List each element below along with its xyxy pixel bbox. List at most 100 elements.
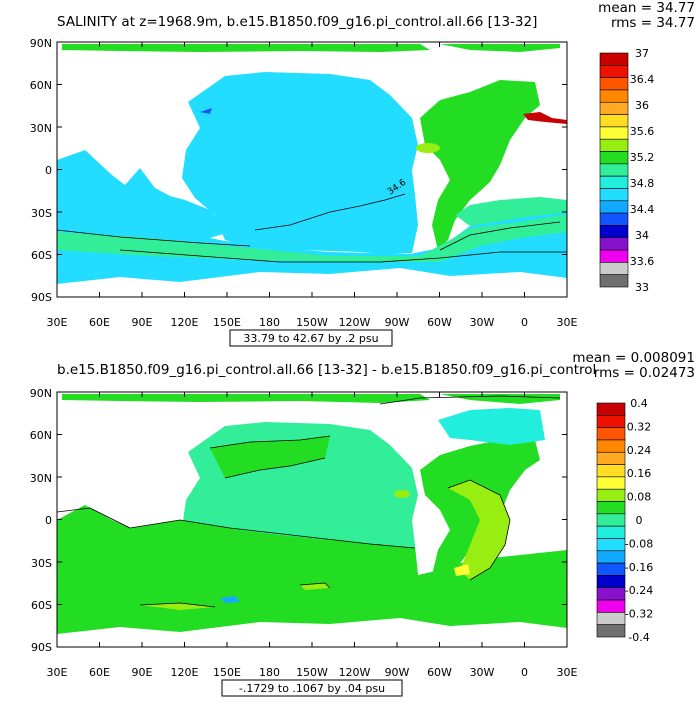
colorbar-swatch — [596, 599, 626, 613]
colorbar-swatch — [599, 175, 629, 189]
top-arctic — [62, 44, 430, 52]
colorbar-swatch — [596, 488, 626, 502]
bottom-xlabel: 180 — [259, 666, 280, 679]
colorbar-swatch — [596, 550, 626, 564]
colorbar-swatch — [596, 575, 626, 589]
colorbar-swatch — [599, 262, 629, 275]
top-xlabel: 60E — [89, 316, 110, 329]
bottom-xlabel: 120E — [171, 666, 199, 679]
bottom-ylabel: 30N — [30, 472, 52, 485]
colorbar-label: 35.6 — [630, 125, 655, 138]
top-indian — [57, 150, 230, 238]
top-range-box: 33.79 to 42.67 by .2 psu — [229, 329, 393, 347]
bottom-ylabel: 30S — [31, 557, 52, 570]
bottom-ylabel: 60N — [30, 429, 52, 442]
bottom-xlabel: 150E — [213, 666, 241, 679]
bottom-ylabel: 90S — [31, 641, 52, 654]
top-ylabel: 0 — [45, 164, 52, 177]
top-ticks — [56, 41, 568, 298]
bottom-xlabel: 0 — [521, 666, 528, 679]
colorbar-label: 0.08 — [627, 491, 652, 504]
top-panel: SALINITY at z=1968.9m, b.e15.B1850.f09_g… — [30, 0, 695, 347]
bottom-xlabel: 30W — [470, 666, 495, 679]
colorbar-label: 36 — [635, 99, 649, 112]
colorbar-label: 36.4 — [630, 73, 655, 86]
colorbar-swatch — [599, 200, 629, 214]
colorbar-swatch — [596, 439, 626, 453]
colorbar-swatch — [599, 52, 629, 66]
colorbar-swatch — [599, 212, 629, 226]
colorbar-swatch — [596, 525, 626, 539]
colorbar-swatch — [596, 538, 626, 552]
bottom-rms-label: rms = 0.02473 — [594, 365, 695, 381]
bottom-mean-label: mean = 0.008091 — [572, 350, 695, 366]
colorbar-label: 0.4 — [630, 397, 648, 410]
colorbar-swatch — [599, 274, 629, 288]
top-xlabel: 30E — [557, 316, 578, 329]
top-ylabel: 60N — [30, 79, 52, 92]
colorbar-swatch — [596, 464, 626, 478]
colorbar-label: 33.6 — [630, 255, 655, 268]
top-xlabel: 150W — [296, 316, 328, 329]
colorbar-swatch — [596, 476, 626, 490]
colorbar-swatch — [599, 101, 629, 115]
colorbar-swatch — [599, 163, 629, 177]
bottom-xlabel: 150W — [296, 666, 328, 679]
colorbar-label: -0.08 — [625, 537, 653, 550]
colorbar-label: 0.16 — [627, 467, 652, 480]
bottom-xlabel: 30E — [47, 666, 68, 679]
colorbar-label: 37 — [635, 47, 649, 60]
top-antarctica — [57, 268, 567, 297]
bottom-colorbar: 0.4 0.32 0.24 0.16 0.08 0 -0.08 -0.16 -0.24 -0.32… — [596, 397, 653, 644]
bottom-xlabels: 30E 60E 90E 120E 150E 180 150W 120W 90W … — [47, 666, 578, 679]
top-title: SALINITY at z=1968.9m, b.e15.B1850.f09_g… — [57, 14, 537, 30]
top-rms-label: rms = 34.77 — [611, 15, 695, 31]
top-atlantic — [420, 80, 540, 250]
bottom-ylabel: 60S — [31, 599, 52, 612]
top-xlabel: 0 — [521, 316, 528, 329]
top-xlabel: 150E — [213, 316, 241, 329]
top-xlabel: 180 — [259, 316, 280, 329]
colorbar-label: -0.24 — [625, 584, 653, 597]
bottom-xlabel: 60W — [427, 666, 452, 679]
bottom-xlabel: 120W — [339, 666, 371, 679]
colorbar-swatch — [596, 427, 626, 441]
colorbar-swatch — [599, 114, 629, 128]
top-xlabel: 120W — [339, 316, 371, 329]
colorbar-swatch — [596, 402, 626, 416]
bottom-panel: b.e15.B1850.f09_g16.pi_control.all.66 [1… — [30, 350, 695, 697]
colorbar-swatch — [596, 612, 626, 625]
top-xlabel: 30E — [47, 316, 68, 329]
bottom-ticks — [56, 391, 568, 648]
colorbar-label: -0.4 — [628, 631, 649, 644]
bottom-xlabel: 90E — [132, 666, 153, 679]
colorbar-swatch — [596, 451, 626, 465]
bottom-title: b.e15.B1850.f09_g16.pi_control.all.66 [1… — [57, 362, 596, 378]
colorbar-swatch — [596, 501, 626, 515]
colorbar-swatch — [599, 89, 629, 103]
colorbar-label: 34 — [635, 229, 649, 242]
colorbar-label: 0.32 — [627, 420, 652, 433]
colorbar-swatch — [599, 188, 629, 202]
colorbar-label: 34.8 — [630, 177, 655, 190]
colorbar-swatch — [599, 65, 629, 78]
bottom-xlabel: 90W — [385, 666, 410, 679]
top-mean-label: mean = 34.77 — [598, 0, 695, 16]
colorbar-label: -0.32 — [625, 608, 653, 621]
colorbar-swatch — [596, 415, 626, 428]
top-map: 34.6 — [56, 41, 568, 298]
bottom-map — [56, 391, 568, 648]
colorbar-label: 34.4 — [630, 203, 655, 216]
bottom-range-box: -.1729 to .1067 by .04 psu — [221, 679, 403, 697]
colorbar-swatch — [596, 513, 626, 527]
colorbar-swatch — [596, 624, 626, 638]
top-ylabel: 90N — [30, 37, 52, 50]
bottom-xlabel: 60E — [89, 666, 110, 679]
bottom-ylabel: 90N — [30, 387, 52, 400]
top-colorbar: 37 36.4 36 35.6 35.2 34.8 34.4 34 33.6 33 — [599, 47, 655, 294]
colorbar-swatch — [599, 151, 629, 165]
bottom-xlabel: 30E — [557, 666, 578, 679]
colorbar-label: 33 — [635, 281, 649, 294]
top-xlabel: 90E — [132, 316, 153, 329]
